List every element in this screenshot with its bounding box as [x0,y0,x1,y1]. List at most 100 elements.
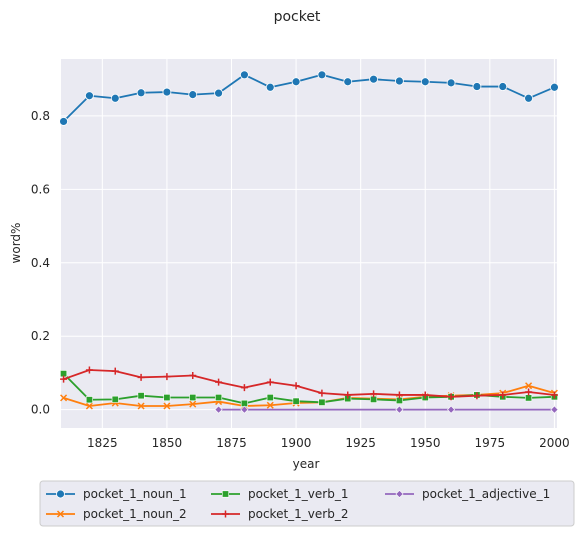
series-pocket_1_verb_2 [60,366,558,401]
data-point [240,70,249,80]
plot-area [61,59,557,428]
data-point [550,391,558,399]
data-point [525,388,533,396]
legend-item-pocket_1_adjective_1: pocket_1_adjective_1 [385,487,550,501]
legend-marker [56,489,65,499]
data-point [85,396,93,404]
data-point [499,391,507,399]
legend-marker [56,510,65,518]
legend-label: pocket_1_adjective_1 [422,487,550,501]
data-point [85,366,93,374]
data-point [369,74,378,84]
y-tick-label: 0.4 [31,256,50,270]
data-point [266,401,274,409]
legend-item-pocket_1_noun_2: pocket_1_noun_2 [46,507,187,521]
x-tick-label: 2000 [539,436,570,450]
legend-label: pocket_1_verb_1 [248,487,348,501]
series-pocket_1_noun_1 [59,70,559,126]
data-point [525,382,533,390]
y-tick-label: 0.6 [31,182,50,196]
data-point [163,373,171,381]
x-tick-label: 1950 [410,436,441,450]
data-point [265,82,275,92]
data-point [292,397,300,405]
data-point [395,76,404,86]
y-tick-label: 0.8 [31,109,50,123]
legend-label: pocket_1_noun_1 [83,487,187,501]
data-point [472,82,482,91]
x-tick-label: 1900 [281,436,312,450]
legend-frame [39,480,575,527]
x-tick-label: 1975 [475,436,506,450]
data-point [446,78,456,88]
data-point [421,391,429,399]
data-point [137,402,145,410]
x-tick-label: 1925 [345,436,376,450]
data-point [550,82,559,92]
data-point [395,405,404,414]
data-point [447,405,456,414]
data-point [266,394,274,402]
legend-label: pocket_1_noun_2 [83,507,187,521]
legend: pocket_1_noun_1 pocket_1_noun_2 pocket_1_v… [39,480,575,527]
data-point [60,394,68,402]
x-axis-ticks: 1825 1850 1875 1900 1925 1950 1975 2000 [87,436,570,450]
data-point [525,394,533,402]
y-axis-label: word% [9,223,23,264]
legend-item-pocket_1_verb_2: pocket_1_verb_2 [211,507,348,521]
data-point [137,373,145,381]
data-point [214,88,223,98]
data-point [60,375,68,383]
data-point [214,405,223,414]
data-point [550,405,559,414]
data-point [292,382,300,390]
data-point [163,402,171,410]
data-point [137,392,145,400]
data-point [85,91,94,101]
data-point [498,82,508,91]
y-tick-label: 0.0 [31,403,50,417]
data-point [162,87,172,97]
legend-label: pocket_1_verb_2 [248,507,348,521]
x-tick-label: 1875 [216,436,247,450]
data-point [189,371,197,379]
data-point [189,400,197,408]
data-point [215,394,223,402]
legend-item-pocket_1_verb_1: pocket_1_verb_1 [211,487,348,501]
legend-item-pocket_1_noun_1: pocket_1_noun_1 [46,487,187,501]
data-point [447,393,455,401]
data-point [163,394,171,402]
data-point [318,398,326,406]
data-point [395,391,403,399]
legend-marker [222,490,230,498]
data-point [344,391,352,399]
chart-title: pocket [274,9,321,25]
x-tick-label: 1825 [87,436,118,450]
data-point [215,378,223,386]
data-point [343,77,353,87]
grid [61,59,557,428]
data-point [189,394,197,402]
data-point [266,378,274,386]
data-point [111,367,119,375]
data-point [85,402,93,410]
data-point [473,392,481,400]
series-pocket_1_adjective_1 [214,405,559,414]
legend-marker [395,489,404,499]
data-point [240,405,249,414]
y-axis-ticks: 0.0 0.2 0.4 0.6 0.8 [31,109,50,417]
data-point [240,384,248,392]
data-point [370,390,378,398]
series-line-pocket_1_verb_2 [63,369,555,398]
data-point [59,117,68,126]
y-tick-label: 0.2 [31,329,50,343]
data-point [317,70,327,80]
series-layer [59,70,559,414]
data-point [110,93,120,103]
x-tick-label: 1850 [152,436,183,450]
data-point [188,90,198,100]
data-point [111,395,119,403]
data-point [420,77,430,87]
data-point [524,93,533,103]
